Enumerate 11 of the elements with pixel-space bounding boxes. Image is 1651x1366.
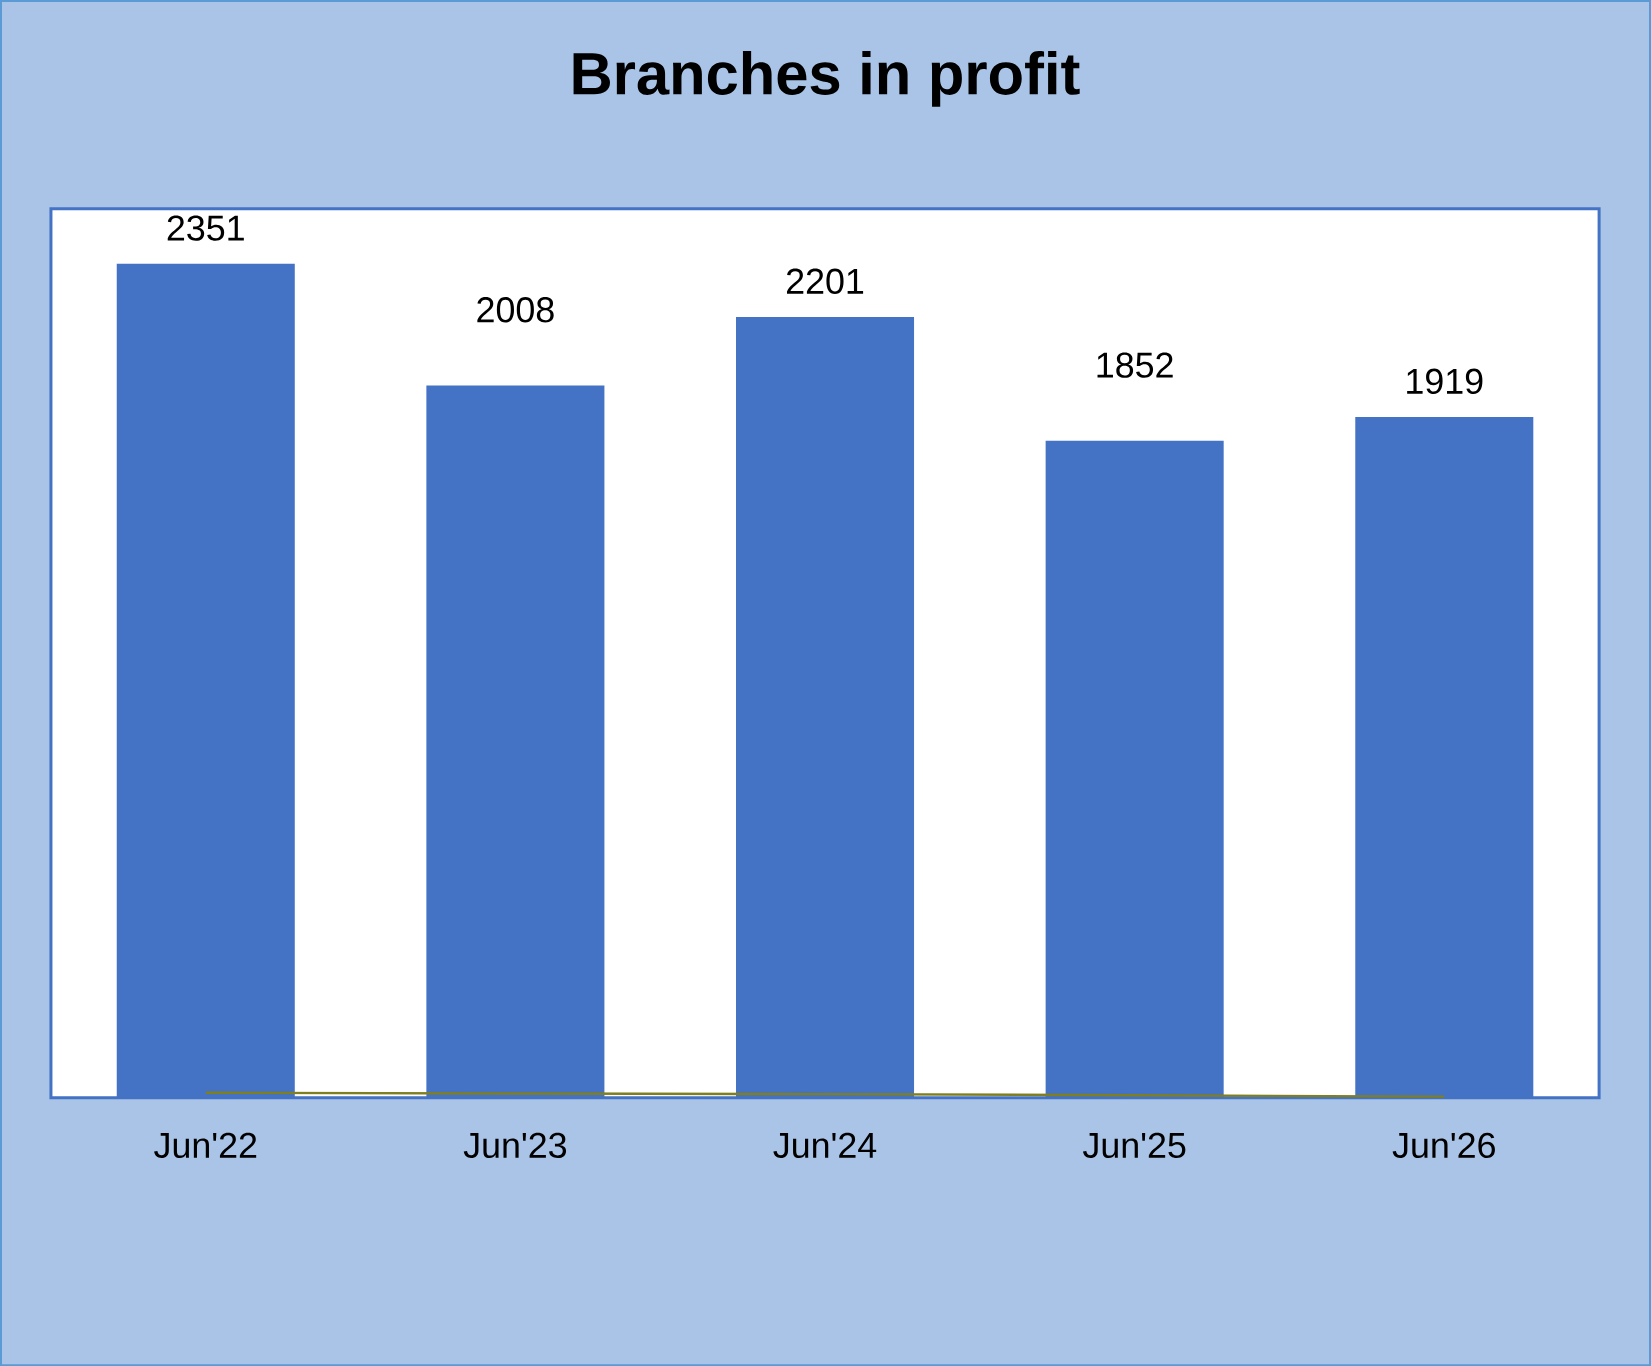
data-label: 1919 bbox=[1407, 368, 1483, 394]
x-tick-label: Jun'23 bbox=[463, 1132, 567, 1158]
chart-title: Branches in profit bbox=[573, 50, 1080, 107]
data-label: 2351 bbox=[167, 215, 244, 241]
x-tick-label: Jun'22 bbox=[154, 1132, 257, 1158]
x-tick-label: Jun'24 bbox=[773, 1132, 877, 1158]
data-label: 2008 bbox=[477, 296, 554, 323]
data-label: 1852 bbox=[1097, 352, 1173, 378]
data-label: 2201 bbox=[786, 268, 864, 294]
x-tick-label: Jun'26 bbox=[1392, 1132, 1495, 1158]
x-tick-label: Jun'25 bbox=[1083, 1132, 1186, 1158]
